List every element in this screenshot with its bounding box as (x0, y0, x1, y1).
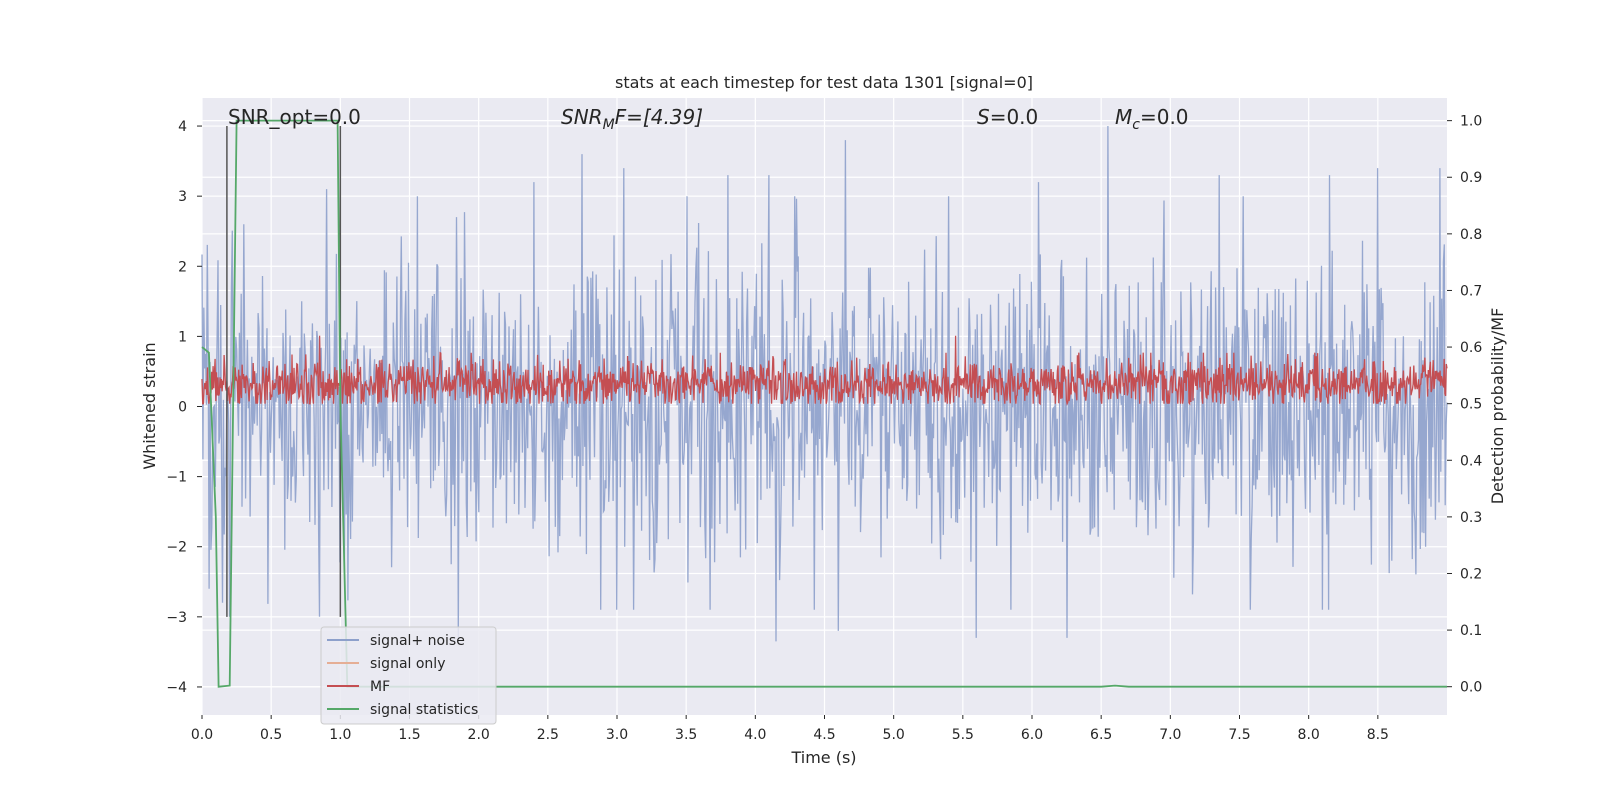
legend-item-signal-noise: signal+ noise (327, 633, 465, 649)
x-tick-label: 4.5 (813, 727, 835, 743)
annotation-snr-opt: SNR_opt=0.0 (228, 105, 361, 129)
annotation-s: S=0.0 (977, 105, 1038, 129)
y-tick-label-right: 0.7 (1460, 283, 1482, 299)
x-tick-label: 8.0 (1298, 727, 1320, 743)
y-tick-label-left: 3 (178, 189, 187, 205)
signal-statistics-line (201, 119, 1447, 688)
annotation-snr-mf-b: F=[4.39] (615, 105, 703, 129)
y-tick-label-left: −1 (166, 470, 187, 486)
y-tick-label-right: 0.0 (1460, 680, 1482, 696)
y-tick-label-left: 0 (178, 400, 187, 416)
x-tick-label: 2.5 (537, 727, 559, 743)
annotation-s-value: =0.0 (990, 105, 1039, 129)
x-tick-label: 5.5 (952, 727, 974, 743)
x-tick-label: 1.0 (329, 727, 351, 743)
x-tick-label: 0.0 (191, 727, 213, 743)
x-tick-label: 5.0 (883, 727, 905, 743)
annotation-snr-mf-a: SNR (561, 105, 603, 129)
annotation-mc: Mc=0.0 (1115, 105, 1189, 133)
x-tick-label: 0.5 (260, 727, 282, 743)
y-tick-labels-right: 0.0 0.1 0.2 0.3 0.4 0.5 0.6 0.7 0.8 0.9 1.0 (1447, 114, 1482, 696)
y-tick-label-left: 2 (178, 259, 187, 275)
legend-box (320, 626, 497, 725)
y-tick-label-left: −3 (166, 610, 187, 626)
x-tick-label: 8.5 (1367, 727, 1389, 743)
legend-item-mf: MF (327, 679, 390, 695)
y-tick-label-right: 0.2 (1460, 566, 1482, 582)
chart-title: stats at each timestep for test data 130… (615, 73, 1033, 92)
x-tick-labels: 0.0 0.5 1.0 1.5 2.0 2.5 3.0 3.5 4.0 4.5 5.0 5.5 6.0 6… (191, 715, 1389, 743)
x-tick-label: 2.0 (468, 727, 490, 743)
y-tick-label-left: 4 (178, 119, 187, 135)
mf-series (201, 335, 1448, 406)
x-tick-label: 7.5 (1228, 727, 1250, 743)
signal-statistics-series (201, 119, 1447, 688)
y-tick-label-right: 0.1 (1460, 623, 1482, 639)
legend-label-signal-statistics: signal statistics (370, 702, 478, 718)
y-tick-label-right: 0.4 (1460, 453, 1482, 469)
y-axis-title-left: Whitened strain (140, 342, 159, 469)
y-tick-label-right: 0.9 (1460, 170, 1482, 186)
annotation-snr-mf: SNRMF=[4.39] (561, 105, 703, 133)
y-tick-label-right: 0.6 (1460, 340, 1482, 356)
x-tick-label: 7.0 (1159, 727, 1181, 743)
signal-noise-line (201, 125, 1448, 642)
legend-label-signal-noise: signal+ noise (370, 633, 465, 649)
legend-item-signal-only: signal only (327, 656, 445, 672)
y-tick-label-left: 1 (178, 329, 187, 345)
legend-label-mf: MF (370, 679, 390, 695)
x-tick-label: 3.0 (606, 727, 628, 743)
x-tick-label: 6.5 (1090, 727, 1112, 743)
x-tick-label: 6.0 (1021, 727, 1043, 743)
y-tick-label-right: 0.3 (1460, 510, 1482, 526)
y-tick-label-right: 0.5 (1460, 397, 1482, 413)
annotation-mc-symbol: M (1115, 105, 1132, 129)
legend-label-signal-only: signal only (370, 656, 445, 672)
annotation-snr-mf-sub: M (603, 117, 615, 133)
y-tick-label-left: −2 (166, 540, 187, 556)
x-tick-label: 1.5 (398, 727, 420, 743)
signal-noise-series (201, 125, 1448, 642)
y-tick-label-right: 0.8 (1460, 227, 1482, 243)
legend: signal+ noise signal only MF signal stat… (320, 626, 497, 725)
annotation-mc-value: =0.0 (1140, 105, 1189, 129)
mf-line (201, 335, 1448, 406)
x-tick-label: 4.0 (744, 727, 766, 743)
y-axis-title-right: Detection probability/MF (1488, 308, 1507, 505)
y-tick-label-right: 1.0 (1460, 114, 1482, 130)
x-axis-title: Time (s) (790, 748, 856, 767)
x-tick-label: 3.5 (675, 727, 697, 743)
annotation-s-symbol: S (977, 105, 990, 129)
annotation-mc-sub: c (1132, 117, 1140, 133)
legend-item-signal-statistics: signal statistics (327, 702, 478, 718)
y-tick-labels-left: −4 −3 −2 −1 0 1 2 3 4 (166, 119, 202, 696)
y-tick-label-left: −4 (166, 680, 187, 696)
